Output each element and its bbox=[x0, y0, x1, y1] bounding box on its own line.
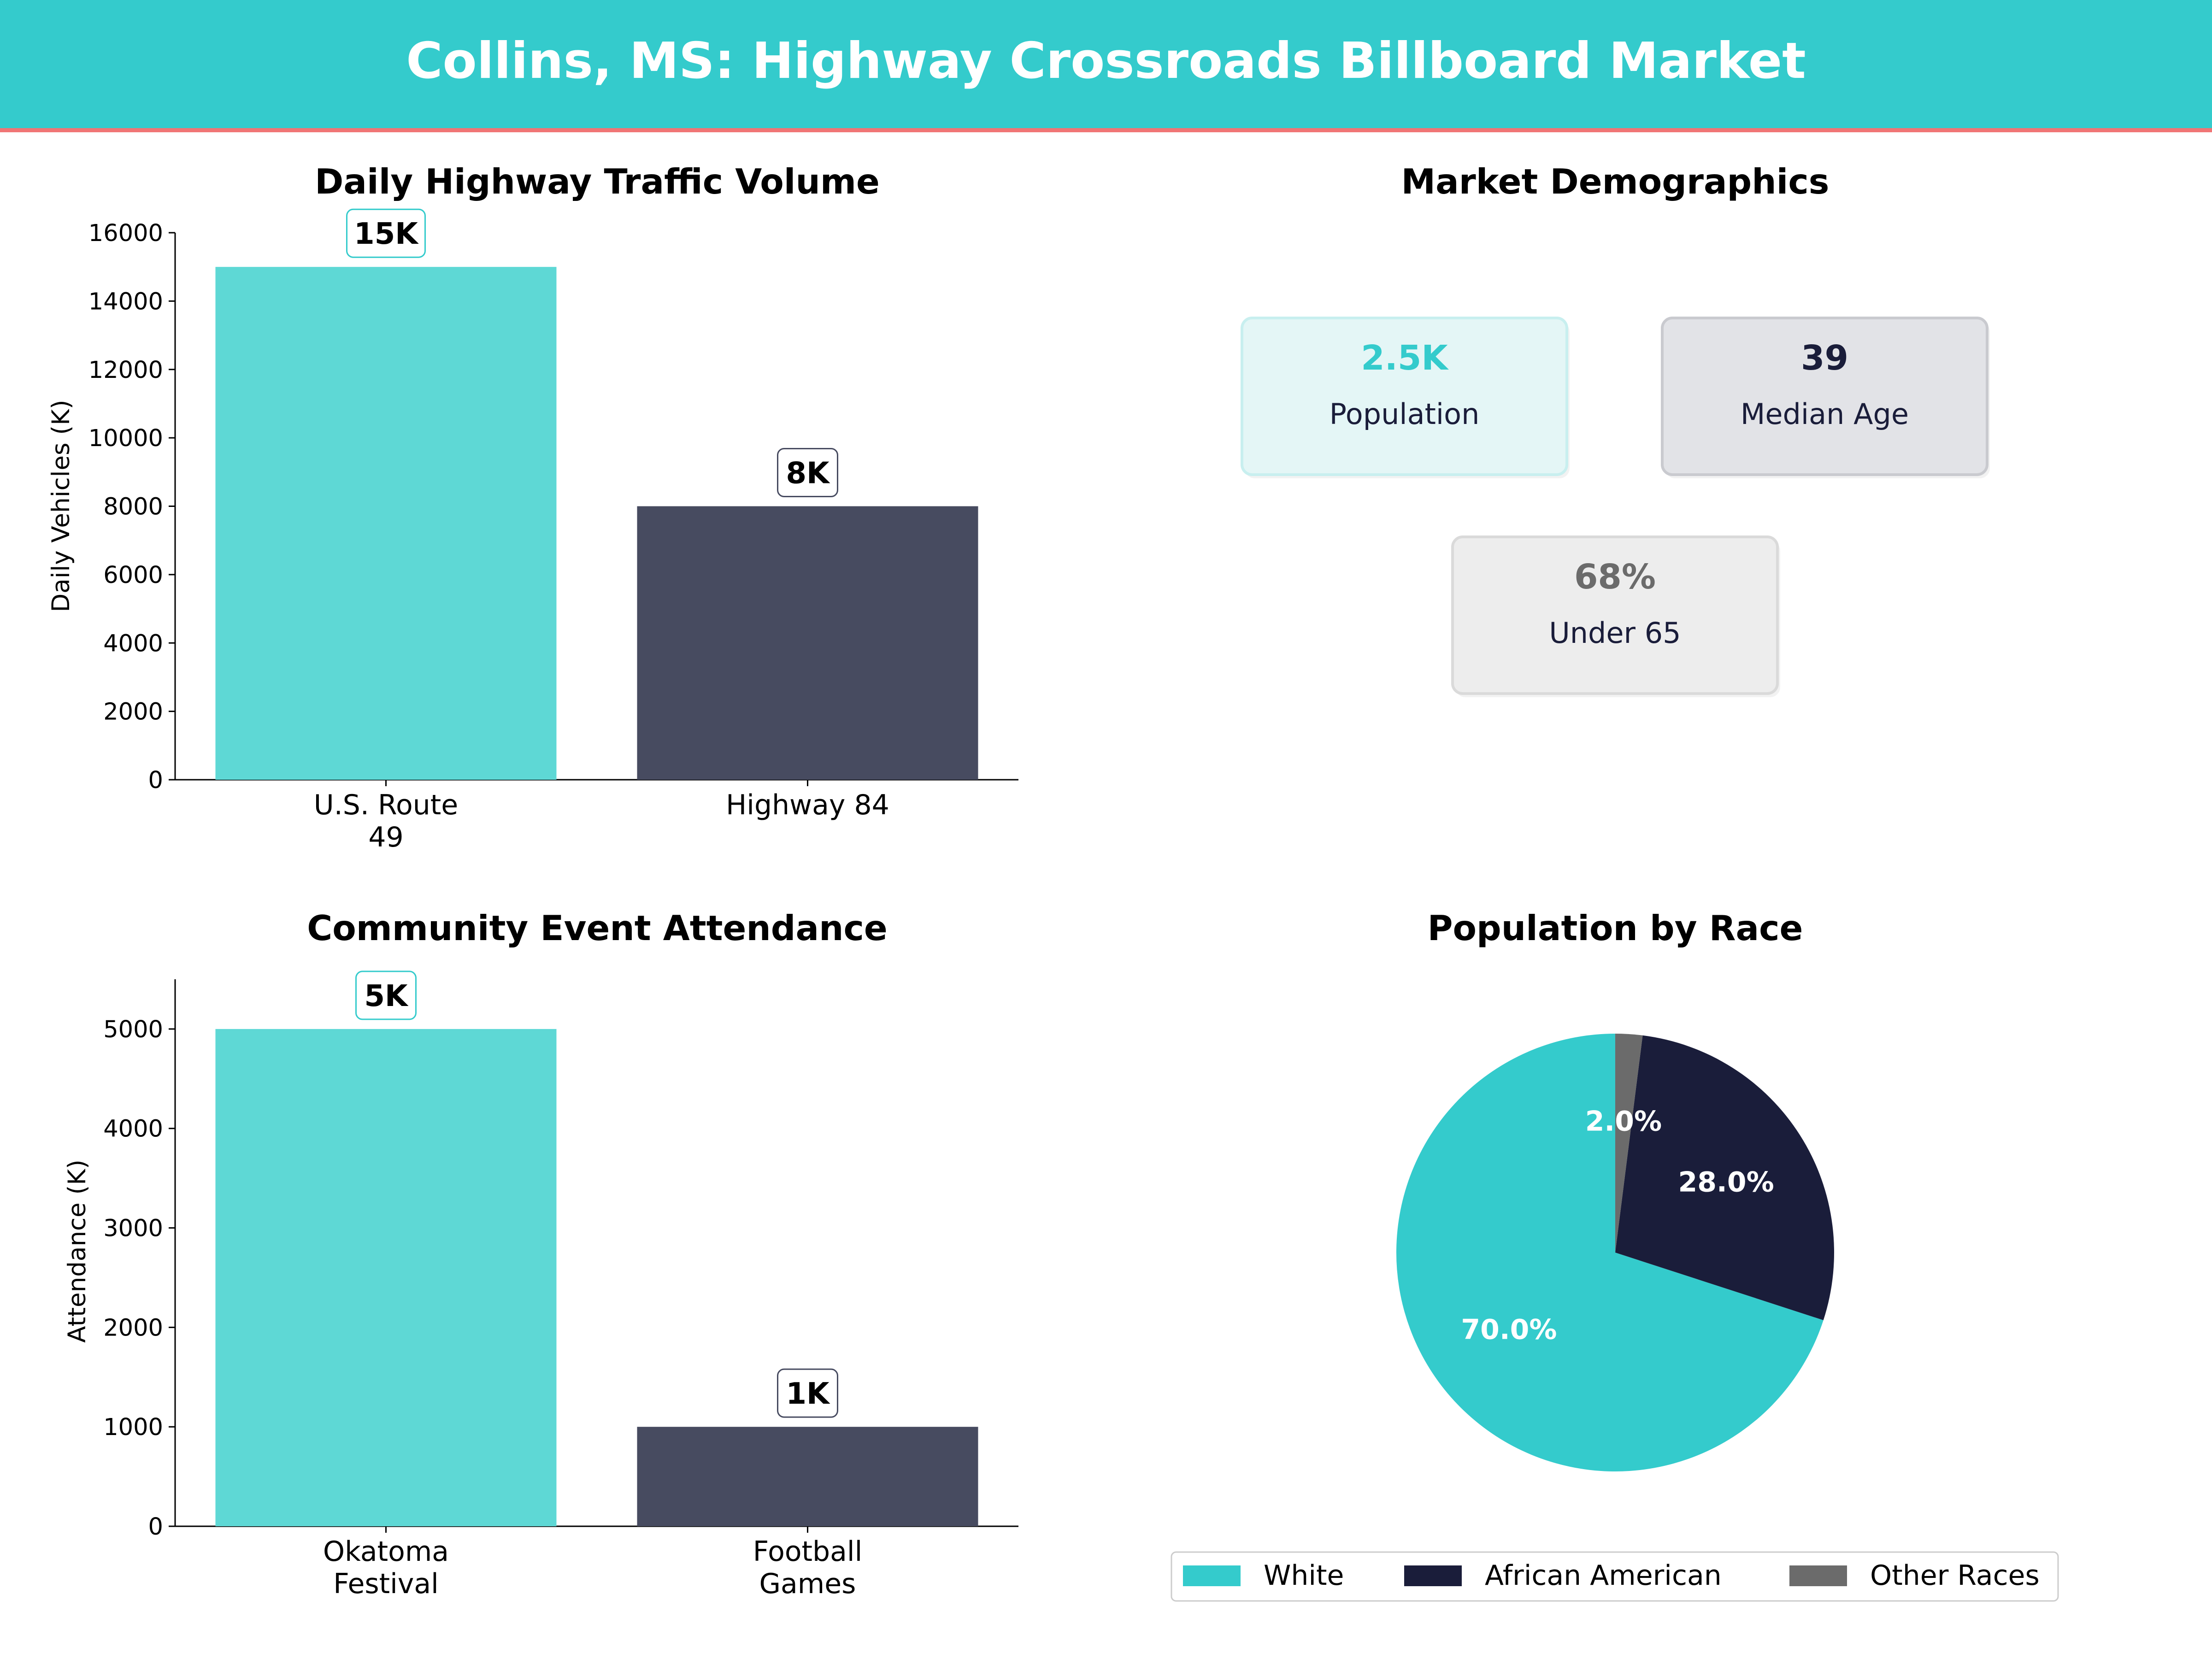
y-tick-label: 0 bbox=[148, 767, 163, 794]
stat-value: 39 bbox=[1801, 338, 1848, 378]
y-tick-label: 8000 bbox=[103, 494, 163, 521]
pie-slice bbox=[1396, 1034, 1824, 1471]
events-bar-chart: Community Event Attendance Attendance (K… bbox=[63, 908, 1018, 1600]
y-tick-label: 5000 bbox=[103, 1016, 163, 1043]
pie-pct-label: 70.0% bbox=[1461, 1314, 1557, 1346]
pie-pct-label: 2.0% bbox=[1585, 1106, 1662, 1138]
y-tick-label: 4000 bbox=[103, 630, 163, 657]
card-background bbox=[1451, 535, 1779, 695]
data-label-box bbox=[777, 1368, 838, 1418]
data-label: 5K bbox=[364, 979, 409, 1013]
x-tick-label: Okatoma bbox=[323, 1535, 449, 1568]
data-label-box bbox=[355, 971, 417, 1020]
stat-card: 39 Median Age bbox=[1661, 317, 1990, 478]
bar bbox=[215, 267, 557, 780]
page-title: Collins, MS: Highway Crossroads Billboar… bbox=[406, 32, 1806, 90]
data-label-box bbox=[777, 448, 838, 497]
x-tick-label: 49 bbox=[368, 821, 403, 853]
events-y-axis-label: Attendance (K) bbox=[63, 1159, 91, 1343]
stat-card: 2.5K Population bbox=[1241, 317, 1570, 478]
y-tick-label: 2000 bbox=[103, 1314, 163, 1341]
demographics-title: Market Demographics bbox=[1401, 161, 1830, 202]
stat-label: Median Age bbox=[1741, 397, 1909, 431]
x-tick-label: Highway 84 bbox=[726, 789, 889, 821]
pie-legend: White African American Other Races bbox=[1171, 1551, 2059, 1602]
y-tick-label: 6000 bbox=[103, 562, 163, 589]
traffic-y-axis-label: Daily Vehicles (K) bbox=[47, 400, 75, 612]
card-background bbox=[1661, 317, 1988, 476]
stat-value: 68% bbox=[1574, 557, 1656, 597]
y-tick-label: 12000 bbox=[88, 357, 163, 384]
pie-slice bbox=[1615, 1035, 1835, 1320]
bar bbox=[215, 1029, 557, 1526]
pie-pct-label: 28.0% bbox=[1678, 1166, 1774, 1198]
events-chart-title: Community Event Attendance bbox=[307, 908, 888, 948]
header-banner: Collins, MS: Highway Crossroads Billboar… bbox=[0, 0, 2212, 132]
x-tick-label: Football bbox=[753, 1535, 863, 1568]
x-tick-label: U.S. Route bbox=[314, 789, 458, 821]
data-label: 1K bbox=[786, 1377, 830, 1411]
y-tick-label: 1000 bbox=[103, 1414, 163, 1441]
y-tick-label: 0 bbox=[148, 1513, 163, 1541]
x-tick-label: Festival bbox=[333, 1568, 439, 1600]
stat-label: Under 65 bbox=[1549, 616, 1681, 650]
legend-frame bbox=[1171, 1551, 2059, 1602]
stat-value: 2.5K bbox=[1361, 338, 1449, 378]
pie-slice bbox=[1615, 1034, 1643, 1253]
legend-swatch bbox=[1404, 1565, 1462, 1586]
y-tick-label: 10000 bbox=[88, 425, 163, 452]
stat-card: 68% Under 65 bbox=[1451, 535, 1780, 697]
y-tick-label: 2000 bbox=[103, 699, 163, 726]
traffic-chart-title: Daily Highway Traffic Volume bbox=[315, 161, 880, 202]
data-label-box bbox=[346, 208, 426, 258]
pie-chart-title: Population by Race bbox=[1428, 908, 1803, 948]
race-pie-chart: Population by Race 70.0% 28.0% 2.0% White Af… bbox=[1171, 908, 2059, 1602]
stat-label: Population bbox=[1330, 397, 1480, 431]
bar bbox=[637, 1427, 978, 1526]
data-label: 8K bbox=[786, 457, 830, 491]
bar bbox=[637, 506, 978, 780]
x-tick-label: Games bbox=[759, 1568, 856, 1600]
legend-label: White bbox=[1264, 1559, 1344, 1592]
y-tick-label: 4000 bbox=[103, 1116, 163, 1143]
data-label: 15K bbox=[354, 217, 419, 251]
demographics-panel: Market Demographics 2.5K Population 39 Medi… bbox=[1241, 161, 1990, 697]
y-tick-label: 14000 bbox=[88, 288, 163, 315]
y-tick-label: 16000 bbox=[88, 220, 163, 247]
legend-swatch bbox=[1789, 1565, 1847, 1586]
legend-swatch bbox=[1183, 1565, 1241, 1586]
legend-label: African American bbox=[1485, 1559, 1722, 1592]
traffic-bar-chart: Daily Highway Traffic Volume Daily Vehic… bbox=[47, 161, 1018, 853]
y-tick-label: 3000 bbox=[103, 1215, 163, 1242]
card-background bbox=[1241, 317, 1568, 476]
legend-label: Other Races bbox=[1870, 1559, 2040, 1592]
